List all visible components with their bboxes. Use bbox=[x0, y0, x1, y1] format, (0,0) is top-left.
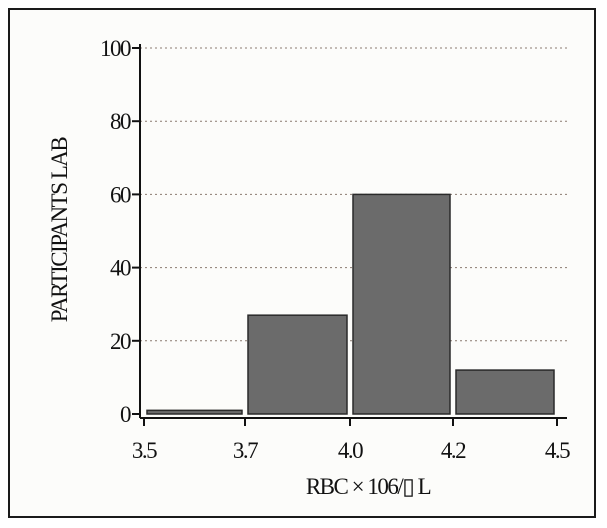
x-tick-label: 3.7 bbox=[233, 438, 258, 463]
y-axis-title: PARTICIPANTS LAB bbox=[47, 137, 72, 323]
y-tick-label: 40 bbox=[110, 256, 131, 281]
x-tick-label: 4.5 bbox=[545, 438, 570, 463]
y-tick-label: 20 bbox=[110, 329, 131, 354]
tick-labels: 100 80 60 40 20 03.5 3.7 4.0 4.2 4.5 bbox=[100, 36, 572, 463]
bars bbox=[146, 193, 555, 415]
histogram-bar bbox=[247, 314, 348, 415]
histogram-bar bbox=[455, 369, 555, 415]
y-tick-label: 60 bbox=[110, 182, 131, 207]
y-tick-label: 100 bbox=[100, 36, 131, 61]
y-tick-label: 0 bbox=[120, 402, 131, 427]
chart-frame bbox=[8, 8, 596, 518]
gridlines bbox=[140, 47, 567, 342]
x-tick-label: 3.5 bbox=[132, 438, 157, 463]
histogram-bar bbox=[146, 409, 243, 415]
x-tick-label: 4.2 bbox=[441, 438, 466, 463]
histogram-bar bbox=[352, 193, 451, 415]
axes bbox=[132, 44, 567, 426]
x-tick-label: 4.0 bbox=[338, 438, 363, 463]
x-axis-title: RBC × 106/▯ L bbox=[306, 474, 431, 499]
y-tick-label: 80 bbox=[110, 109, 131, 134]
